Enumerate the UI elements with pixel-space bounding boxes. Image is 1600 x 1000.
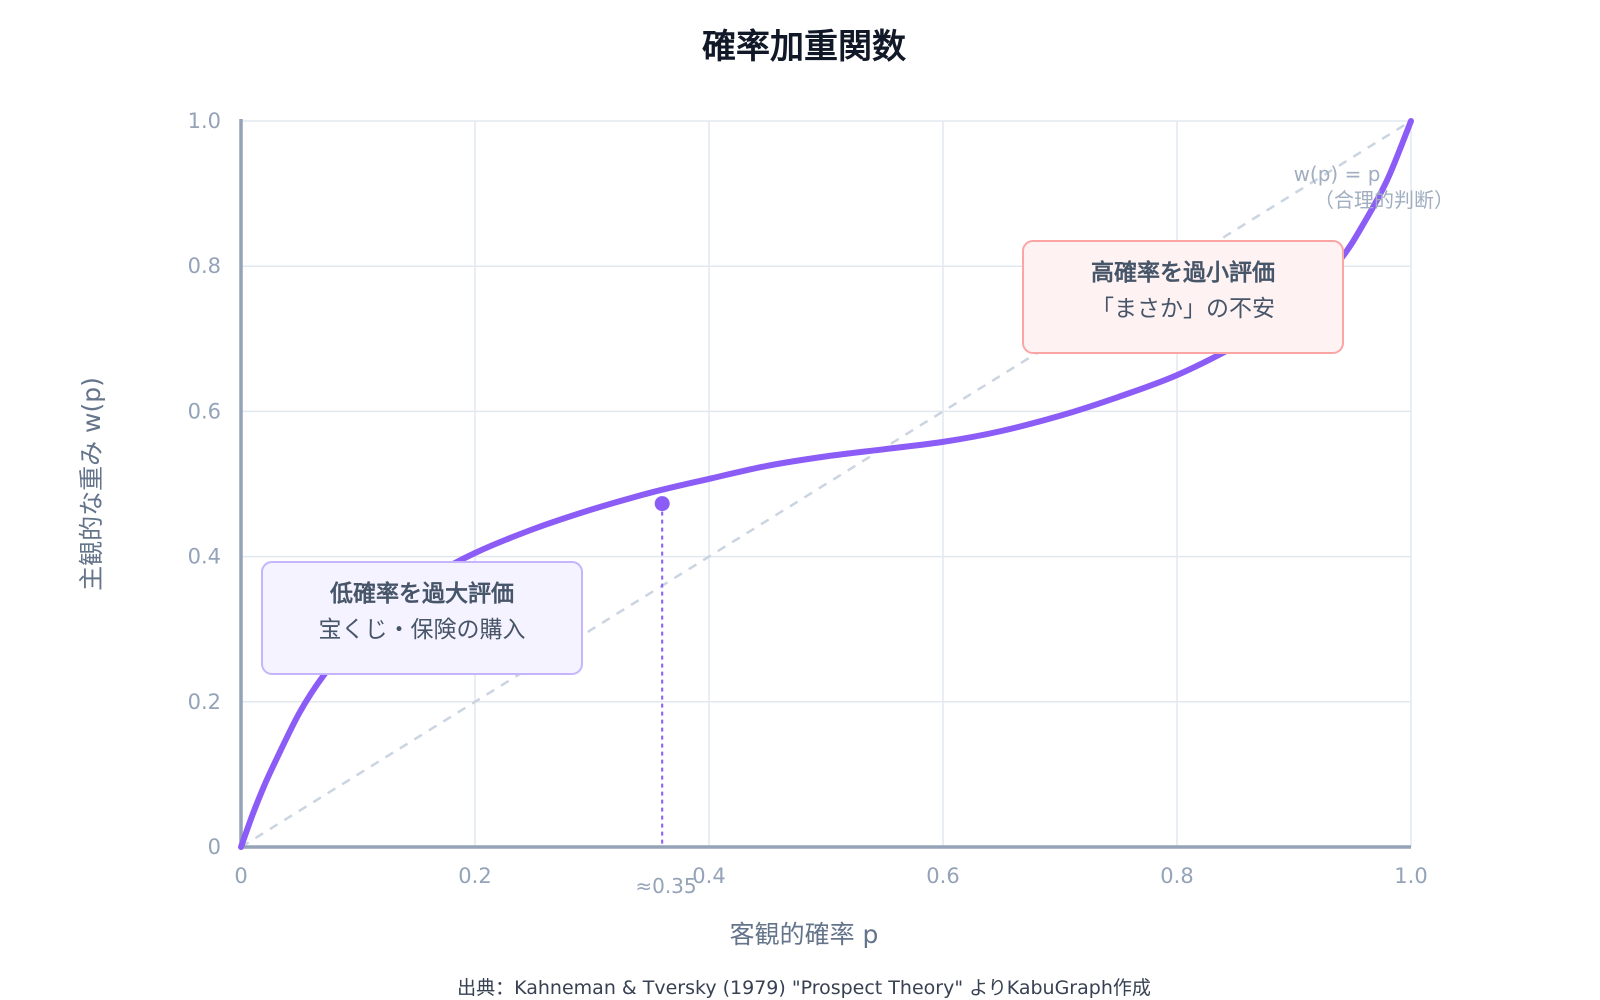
x-tick-label: 0.4 [692, 864, 725, 888]
annotation-background [261, 561, 583, 675]
source-note: 出典：Kahneman & Tversky (1979) "Prospect T… [457, 977, 1151, 999]
y-tick-label: 1.0 [188, 109, 221, 133]
annotation-title: 高確率を過小評価 [1091, 259, 1275, 286]
axis-layer [239, 119, 1411, 849]
y-tick-label: 0.8 [188, 254, 221, 278]
annotation-body: 「まさか」の不安 [1091, 296, 1275, 322]
chart-title: 確率加重関数 [702, 27, 906, 67]
crossover-point [654, 496, 670, 512]
annotation-background [1022, 240, 1344, 354]
annotation-box: 高確率を過小評価「まさか」の不安 [1022, 240, 1344, 354]
reference-layer [240, 119, 1412, 849]
x-tick-label: 1.0 [1394, 864, 1427, 888]
reference-line-note: （合理的判断） [1314, 188, 1454, 212]
x-tick-label: 0.2 [458, 864, 491, 888]
crossover-label: ≈0.35 [635, 874, 696, 898]
y-tick-label: 0.6 [188, 399, 221, 423]
y-tick-label: 0 [208, 835, 221, 859]
annotation-title: 低確率を過大評価 [329, 580, 514, 607]
x-axis-title: 客観的確率 p [730, 920, 879, 949]
x-tick-label: 0 [234, 864, 247, 888]
y-axis-title: 主観的な重み w(p) [77, 377, 106, 591]
marker-layer [654, 496, 670, 847]
y-tick-label: 0.4 [188, 545, 221, 569]
reference-line-label: w(p) = p [1294, 162, 1381, 186]
x-tick-label: 0.6 [926, 864, 959, 888]
annotation-body: 宝くじ・保険の購入 [319, 617, 526, 643]
y-tick-label: 0.2 [188, 690, 221, 714]
reference-diagonal-line [240, 119, 1412, 849]
x-tick-label: 0.8 [1160, 864, 1193, 888]
tick-layer: 0 0.2 0.4 0.6 0.8 1.0 0 0.2 0.4 0.6 0.8 1.0 [188, 109, 1428, 888]
